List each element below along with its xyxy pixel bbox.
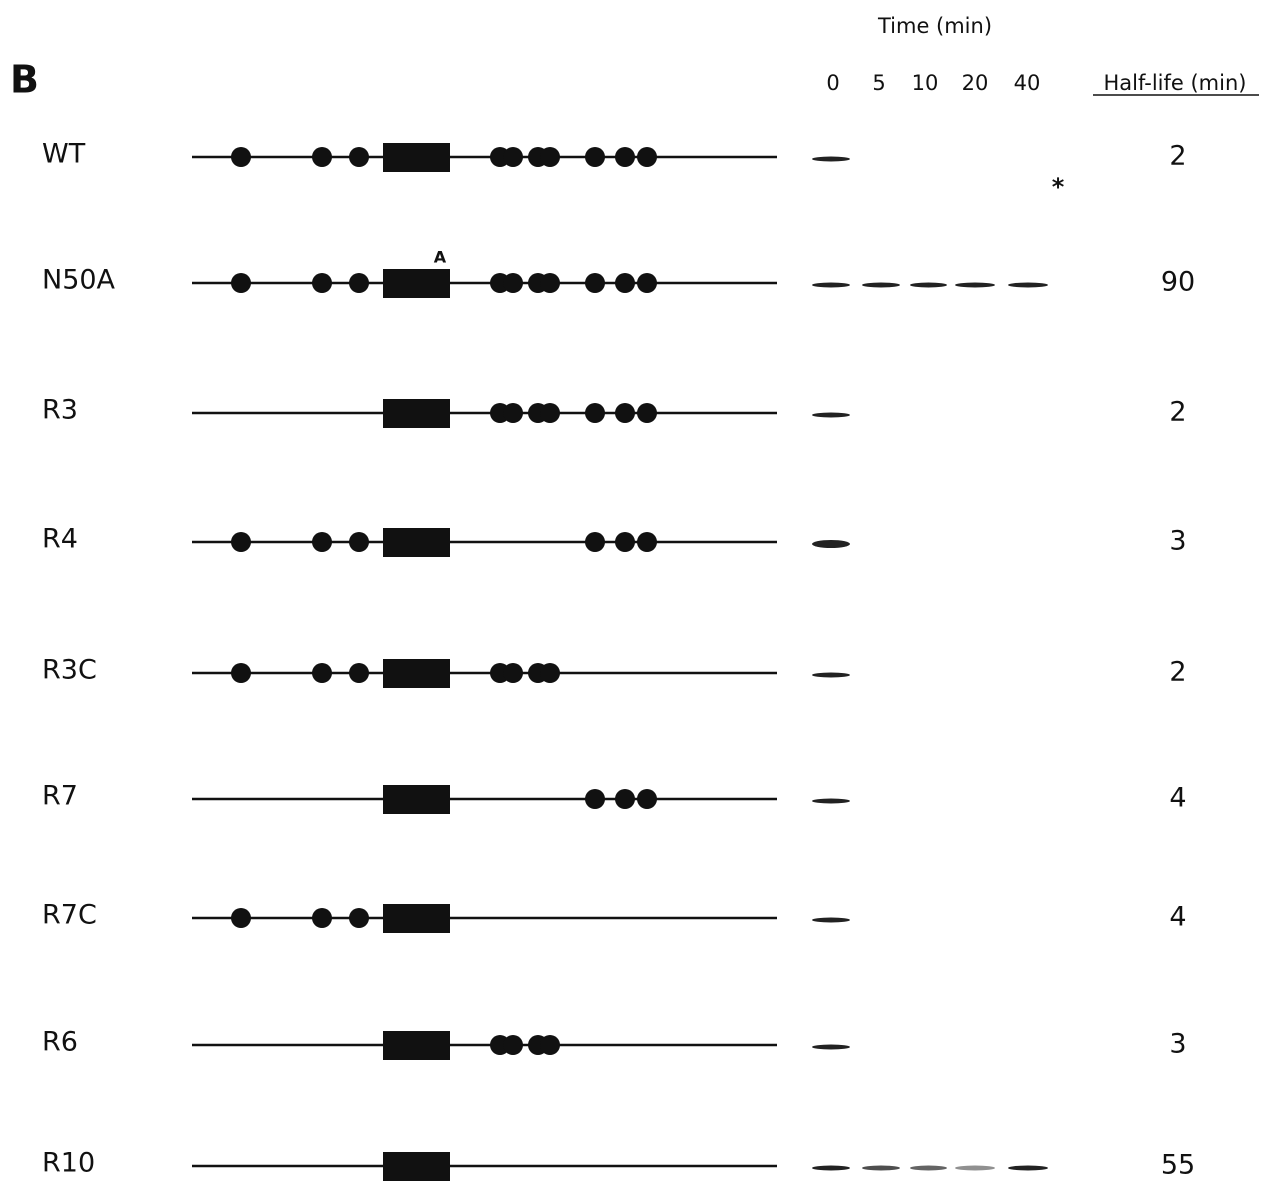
domain-box [383, 1031, 450, 1060]
half-life: 4 [1169, 902, 1186, 933]
domain-box [383, 399, 450, 428]
half-life-header: Half-life (min) [1104, 71, 1247, 95]
figure: B Time (min) Half-life (min) A * 0 5 10 20 4… [0, 0, 1270, 1203]
site-dot [585, 403, 605, 423]
gel-band [955, 283, 995, 288]
site-dot [637, 147, 657, 167]
gel-band [812, 1166, 850, 1171]
gel-band [862, 283, 900, 288]
gel-band [955, 1166, 995, 1171]
half-life: 3 [1169, 1029, 1186, 1060]
gel-band [812, 540, 850, 548]
site-dot [540, 663, 560, 683]
site-dot [312, 147, 332, 167]
gel-band [812, 413, 850, 418]
site-dot [637, 789, 657, 809]
site-dot [503, 1035, 523, 1055]
site-dot [231, 147, 251, 167]
site-dot [637, 403, 657, 423]
site-dot [540, 403, 560, 423]
half-life: 4 [1169, 783, 1186, 814]
half-life: 3 [1169, 526, 1186, 557]
site-dot [540, 147, 560, 167]
panel-label: B [10, 58, 39, 102]
site-dot [503, 663, 523, 683]
site-dot [615, 147, 635, 167]
site-dot [615, 403, 635, 423]
half-life: 2 [1169, 397, 1186, 428]
site-dot [615, 273, 635, 293]
domain-box [383, 269, 450, 298]
gel-band [812, 283, 850, 288]
site-dot [540, 1035, 560, 1055]
site-dot [312, 273, 332, 293]
site-dot [231, 532, 251, 552]
gel-band [812, 918, 850, 923]
site-dot [637, 273, 657, 293]
mutation-mark: A [434, 248, 447, 267]
construct-name: R7C [42, 900, 97, 931]
gel-band [1008, 1166, 1048, 1171]
lane-label: 20 [962, 71, 989, 95]
site-dot [585, 147, 605, 167]
site-dot [503, 403, 523, 423]
site-dot [540, 273, 560, 293]
gel-band [812, 673, 850, 678]
gel-band [812, 1045, 850, 1050]
site-dot [312, 532, 332, 552]
site-dot [349, 663, 369, 683]
domain-box [383, 785, 450, 814]
lane-label: 40 [1014, 71, 1041, 95]
half-life: 2 [1169, 141, 1186, 172]
gel-band [910, 283, 947, 288]
site-dot [503, 147, 523, 167]
gel-band [1008, 283, 1048, 288]
gel-band [812, 157, 850, 162]
site-dot [349, 532, 369, 552]
construct-name: R3 [42, 395, 78, 426]
site-dot [503, 273, 523, 293]
gel-band [812, 799, 850, 804]
construct-name: R7 [42, 781, 78, 812]
site-dot [585, 789, 605, 809]
site-dot [312, 908, 332, 928]
site-dot [231, 908, 251, 928]
domain-box [383, 904, 450, 933]
construct-name: R6 [42, 1027, 78, 1058]
time-header: Time (min) [877, 14, 992, 38]
site-dot [231, 663, 251, 683]
site-dot [231, 273, 251, 293]
construct-name: R10 [42, 1148, 95, 1179]
asterisk: * [1052, 173, 1065, 201]
half-life: 55 [1161, 1150, 1195, 1181]
site-dot [349, 273, 369, 293]
site-dot [585, 532, 605, 552]
lane-label: 0 [826, 71, 839, 95]
domain-box [383, 659, 450, 688]
site-dot [585, 273, 605, 293]
lane-label: 5 [872, 71, 885, 95]
domain-box [383, 1152, 450, 1181]
site-dot [615, 532, 635, 552]
site-dot [349, 147, 369, 167]
domain-box [383, 528, 450, 557]
construct-name: WT [42, 139, 86, 170]
half-life: 2 [1169, 657, 1186, 688]
gel-band [910, 1166, 947, 1171]
site-dot [615, 789, 635, 809]
site-dot [312, 663, 332, 683]
lane-label: 10 [912, 71, 939, 95]
construct-name: R3C [42, 655, 97, 686]
gel-band [862, 1166, 900, 1171]
construct-name: R4 [42, 524, 78, 555]
site-dot [349, 908, 369, 928]
construct-name: N50A [42, 265, 116, 296]
half-life: 90 [1161, 267, 1195, 298]
domain-box [383, 143, 450, 172]
site-dot [637, 532, 657, 552]
